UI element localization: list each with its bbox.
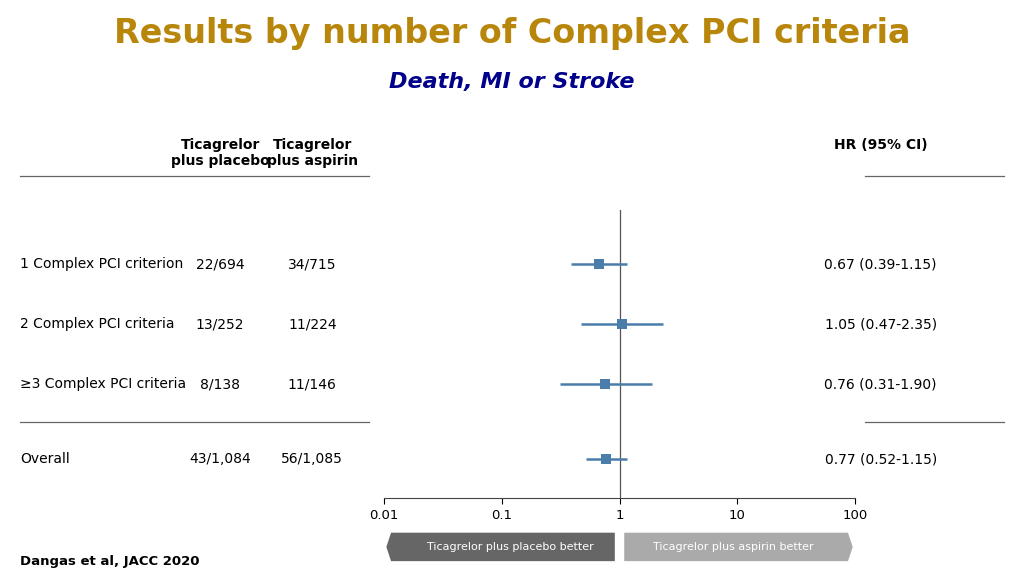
Text: ≥3 Complex PCI criteria: ≥3 Complex PCI criteria: [20, 377, 186, 391]
Text: 8/138: 8/138: [200, 377, 241, 391]
Polygon shape: [386, 533, 614, 561]
Text: Ticagrelor
plus placebo: Ticagrelor plus placebo: [171, 138, 269, 168]
Text: 0.67 (0.39-1.15): 0.67 (0.39-1.15): [824, 257, 937, 271]
Text: 0.76 (0.31-1.90): 0.76 (0.31-1.90): [824, 377, 937, 391]
Text: Ticagrelor
plus aspirin: Ticagrelor plus aspirin: [267, 138, 357, 168]
Text: 34/715: 34/715: [288, 257, 337, 271]
Text: Overall: Overall: [20, 452, 71, 466]
Text: 56/1,085: 56/1,085: [282, 452, 343, 466]
Text: 1.05 (0.47-2.35): 1.05 (0.47-2.35): [824, 317, 937, 331]
Polygon shape: [625, 533, 853, 561]
Text: Ticagrelor plus placebo better: Ticagrelor plus placebo better: [427, 542, 593, 552]
Text: 11/146: 11/146: [288, 377, 337, 391]
Text: Ticagrelor plus aspirin better: Ticagrelor plus aspirin better: [653, 542, 814, 552]
Text: 0.77 (0.52-1.15): 0.77 (0.52-1.15): [824, 452, 937, 466]
Text: 1 Complex PCI criterion: 1 Complex PCI criterion: [20, 257, 183, 271]
Text: Dangas et al, JACC 2020: Dangas et al, JACC 2020: [20, 555, 200, 568]
Text: HR (95% CI): HR (95% CI): [834, 138, 928, 152]
Text: Death, MI or Stroke: Death, MI or Stroke: [389, 72, 635, 92]
Text: 11/224: 11/224: [288, 317, 337, 331]
Text: 13/252: 13/252: [196, 317, 245, 331]
Text: Results by number of Complex PCI criteria: Results by number of Complex PCI criteri…: [114, 17, 910, 50]
Text: 22/694: 22/694: [196, 257, 245, 271]
Text: 43/1,084: 43/1,084: [189, 452, 251, 466]
Text: 2 Complex PCI criteria: 2 Complex PCI criteria: [20, 317, 175, 331]
